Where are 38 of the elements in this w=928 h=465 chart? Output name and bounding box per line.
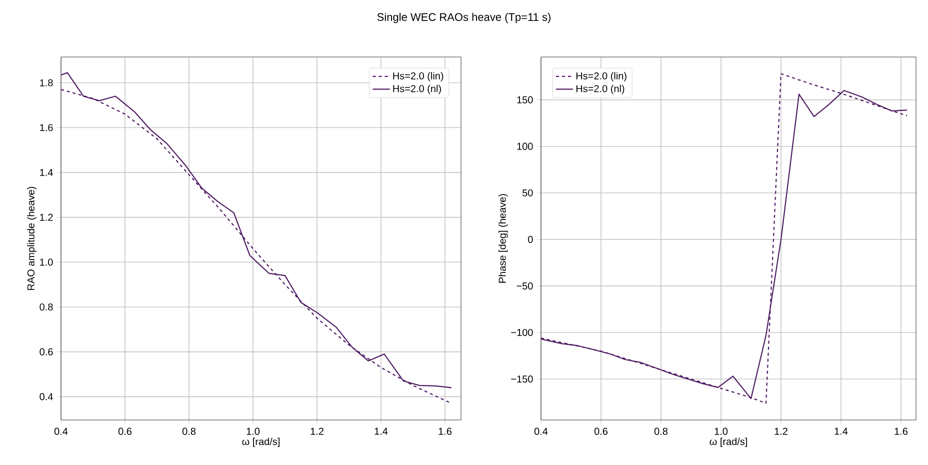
y-tick-label: −100: [511, 328, 533, 336]
legend-label: Hs=2.0 (nl): [576, 84, 624, 94]
y-tick-label: 0: [528, 236, 533, 243]
x-tick-label: 0.6: [594, 428, 608, 435]
x-tick-label: 0.4: [54, 428, 68, 435]
x-tick-label: 1.6: [438, 428, 452, 435]
y-tick-label: 100: [517, 142, 533, 150]
x-axis-title: ω [rad/s]: [710, 438, 747, 448]
legend-label: Hs=2.0 (nl): [393, 84, 441, 94]
y-tick-label: 1.6: [40, 124, 53, 132]
y-tick-label: 0.8: [40, 303, 53, 311]
legend-label: Hs=2.0 (lin): [576, 72, 626, 82]
x-tick-label: 1.4: [834, 428, 848, 435]
x-tick-label: 0.6: [118, 428, 132, 435]
x-tick-label: 1.0: [714, 428, 728, 435]
x-axis-title: ω [rad/s]: [242, 438, 280, 448]
x-tick-label: 1.0: [246, 428, 260, 435]
y-axis-title: Phase [deg] (heave): [498, 194, 508, 283]
x-tick-label: 1.4: [374, 428, 388, 435]
x-tick-label: 1.2: [310, 428, 324, 435]
y-tick-label: 1.0: [40, 258, 53, 266]
y-tick-label: 0.4: [40, 393, 53, 400]
y-tick-label: 1.8: [40, 79, 53, 86]
chart-title: Single WEC RAOs heave (Tp=11 s): [377, 12, 550, 24]
y-tick-label: 150: [517, 96, 533, 104]
x-tick-label: 0.8: [182, 428, 196, 435]
x-tick-label: 0.8: [654, 428, 668, 435]
y-tick-label: 1.2: [40, 214, 53, 221]
x-tick-label: 1.6: [894, 428, 908, 435]
y-tick-label: −150: [511, 375, 533, 383]
y-axis-title: RAO amplitude (heave): [27, 186, 36, 290]
y-tick-label: 1.4: [40, 169, 53, 176]
x-tick-label: 1.2: [774, 428, 788, 435]
x-tick-label: 0.4: [534, 428, 548, 435]
legend-label: Hs=2.0 (lin): [393, 72, 444, 82]
y-tick-label: 0.6: [40, 348, 53, 356]
y-tick-label: 50: [522, 189, 533, 196]
y-tick-label: −50: [516, 282, 533, 290]
